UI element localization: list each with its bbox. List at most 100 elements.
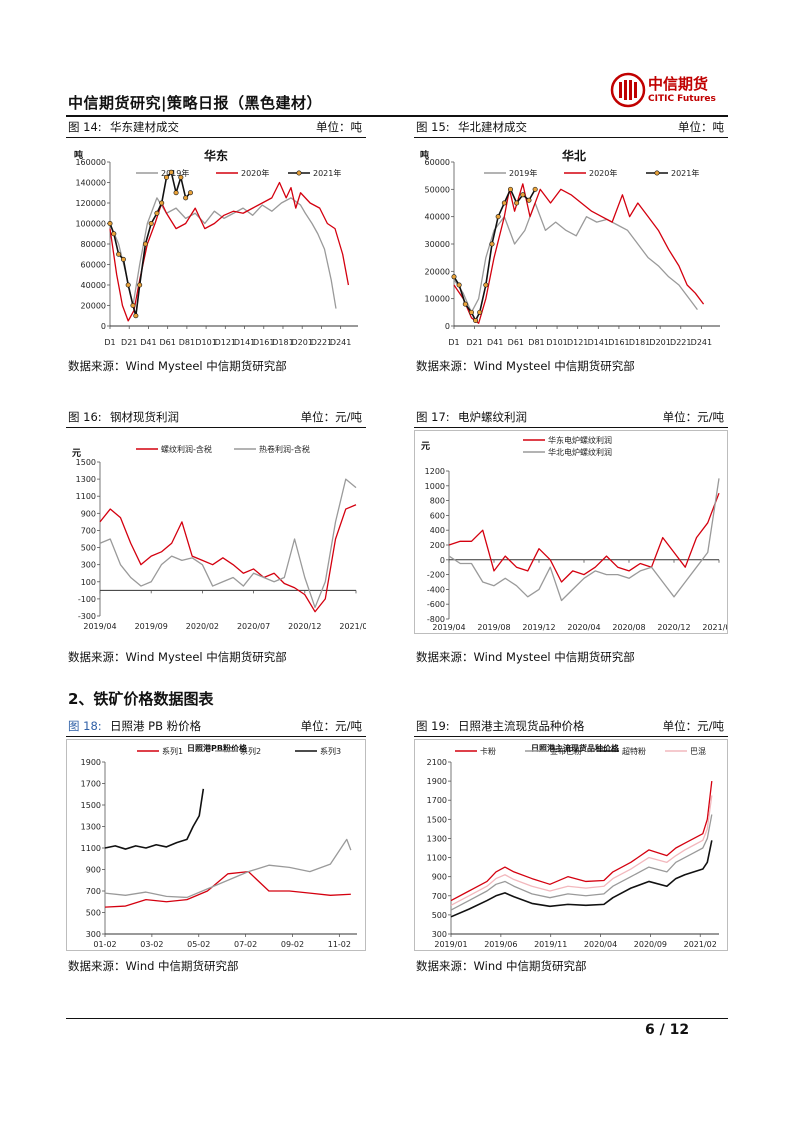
data-point [107, 221, 113, 227]
y-tick-label: 500 [86, 909, 101, 918]
x-tick-label: 01-02 [93, 940, 116, 949]
x-tick-label: 2020/12 [288, 622, 321, 631]
x-tick-label: D161 [608, 338, 629, 347]
x-tick-label: 2019/12 [522, 623, 555, 632]
x-tick-label: 11-02 [328, 940, 351, 949]
x-tick-label: 2019/04 [432, 623, 465, 632]
y-tick-label: 1300 [76, 475, 96, 484]
y-tick-label: 600 [430, 511, 445, 520]
chart-eaf-rebar-profit: -800 -600 -400 -200 0 200 400 600 800 1000 1200 201… [414, 430, 728, 634]
series-line [448, 478, 720, 602]
chart-east-china-volume: 0 20000 40000 60000 80000 100000 120000 140000 1… [74, 148, 358, 347]
y-tick-label: 900 [432, 873, 447, 882]
x-tick-label: D101 [546, 338, 567, 347]
y-tick-label: -100 [78, 595, 96, 604]
citic-logo-icon [610, 72, 646, 108]
data-point [526, 197, 532, 203]
figure-unit: 单位：元/吨 [300, 719, 362, 733]
figure-caption: 图 19: 日照港主流现货品种价格 单位：元/吨 [416, 717, 728, 735]
x-tick-label: 07-02 [234, 940, 257, 949]
y-tick-label: 1200 [425, 467, 445, 476]
y-tick-label: 300 [86, 930, 101, 939]
x-tick-label: 2020/08 [612, 623, 645, 632]
data-point [489, 241, 495, 247]
data-point [183, 195, 189, 201]
y-tick-label: 1100 [81, 844, 101, 853]
figure-title: 日照港主流现货品种价格 [458, 719, 585, 733]
y-tick-label: -300 [78, 612, 96, 621]
legend-label: 超特粉 [622, 746, 646, 756]
y-tick-label: -600 [427, 600, 445, 609]
figure-number: 图 17: [416, 410, 450, 424]
plot-area: 0 10000 20000 30000 40000 50000 60000 D1 D21 D41 D… [420, 148, 720, 347]
y-tick-label: 140000 [75, 179, 106, 188]
data-point [501, 200, 507, 206]
x-tick-label: D201 [649, 338, 670, 347]
plot-area: 0 20000 40000 60000 80000 100000 120000 140000 1… [74, 148, 358, 347]
figure-number: 图 16: [68, 410, 102, 424]
legend-label: 系列3 [320, 746, 341, 756]
caption-rule [414, 137, 728, 138]
series-line [450, 814, 713, 911]
x-tick-label: 2019/06 [484, 940, 517, 949]
figure-number: 图 14: [68, 120, 102, 134]
y-tick-label: 10000 [425, 295, 450, 304]
y-tick-label: 60000 [81, 261, 106, 270]
y-tick-label: 500 [432, 911, 447, 920]
y-tick-label: 120000 [75, 199, 106, 208]
y-tick-label: 1000 [425, 482, 445, 491]
y-tick-label: 1900 [81, 758, 101, 767]
data-point [483, 282, 489, 288]
data-point [456, 282, 462, 288]
data-point [451, 274, 457, 280]
data-point [142, 241, 148, 247]
x-tick-label: D181 [272, 338, 293, 347]
legend-label: 2021年 [671, 168, 699, 178]
data-point [473, 318, 479, 324]
figure-source: 数据来源：Wind Mysteel 中信期货研究部 [68, 650, 287, 664]
y-axis-label: 吨 [74, 149, 83, 161]
figure-source: 数据来源：Wind 中信期货研究部 [416, 959, 587, 973]
y-axis-label: 吨 [420, 149, 429, 161]
y-tick-label: 200 [430, 541, 445, 550]
data-point [137, 282, 143, 288]
x-tick-label: D221 [670, 338, 691, 347]
figure-title: 钢材现货利润 [110, 410, 179, 424]
y-tick-label: 1300 [427, 834, 447, 843]
series-line [450, 781, 713, 902]
figure-unit: 单位：元/吨 [662, 719, 724, 733]
figure-caption: 图 15: 华北建材成交 单位：吨 [416, 118, 728, 136]
y-tick-label: 1300 [81, 823, 101, 832]
y-tick-label: 1500 [76, 458, 96, 467]
series-line [109, 181, 350, 322]
x-tick-label: D41 [140, 338, 156, 347]
x-tick-label: D201 [291, 338, 312, 347]
x-tick-label: D61 [159, 338, 175, 347]
y-tick-label: 700 [86, 887, 101, 896]
chart-title: 华北 [562, 148, 586, 163]
legend-label: 华东电炉螺纹利润 [548, 435, 612, 445]
legend-marker [296, 170, 302, 176]
page-number: 6 / 12 [645, 1022, 690, 1038]
y-tick-label: -200 [427, 571, 445, 580]
legend-marker [654, 170, 660, 176]
citic-logo [610, 70, 730, 110]
figure-title: 电炉螺纹利润 [458, 410, 527, 424]
legend-label: 2020年 [241, 168, 269, 178]
y-tick-label: 80000 [81, 240, 106, 249]
chart-title: 日照港PB粉价格 [187, 743, 248, 753]
series-line [104, 838, 352, 899]
data-point [520, 192, 526, 198]
header-rule [66, 115, 728, 117]
data-point [187, 190, 193, 196]
x-tick-label: D181 [629, 338, 650, 347]
data-point [495, 214, 501, 220]
y-tick-label: 300 [432, 930, 447, 939]
figure-caption: 图 18: 日照港 PB 粉价格 单位：元/吨 [68, 717, 366, 735]
chart-north-china-volume: 0 10000 20000 30000 40000 50000 60000 D1 D21 D41 D… [420, 148, 720, 347]
data-point [468, 309, 474, 315]
y-tick-label: 20000 [81, 302, 106, 311]
x-tick-label: 2020/07 [237, 622, 270, 631]
figure-title: 日照港 PB 粉价格 [110, 719, 202, 733]
series-line [104, 788, 205, 850]
